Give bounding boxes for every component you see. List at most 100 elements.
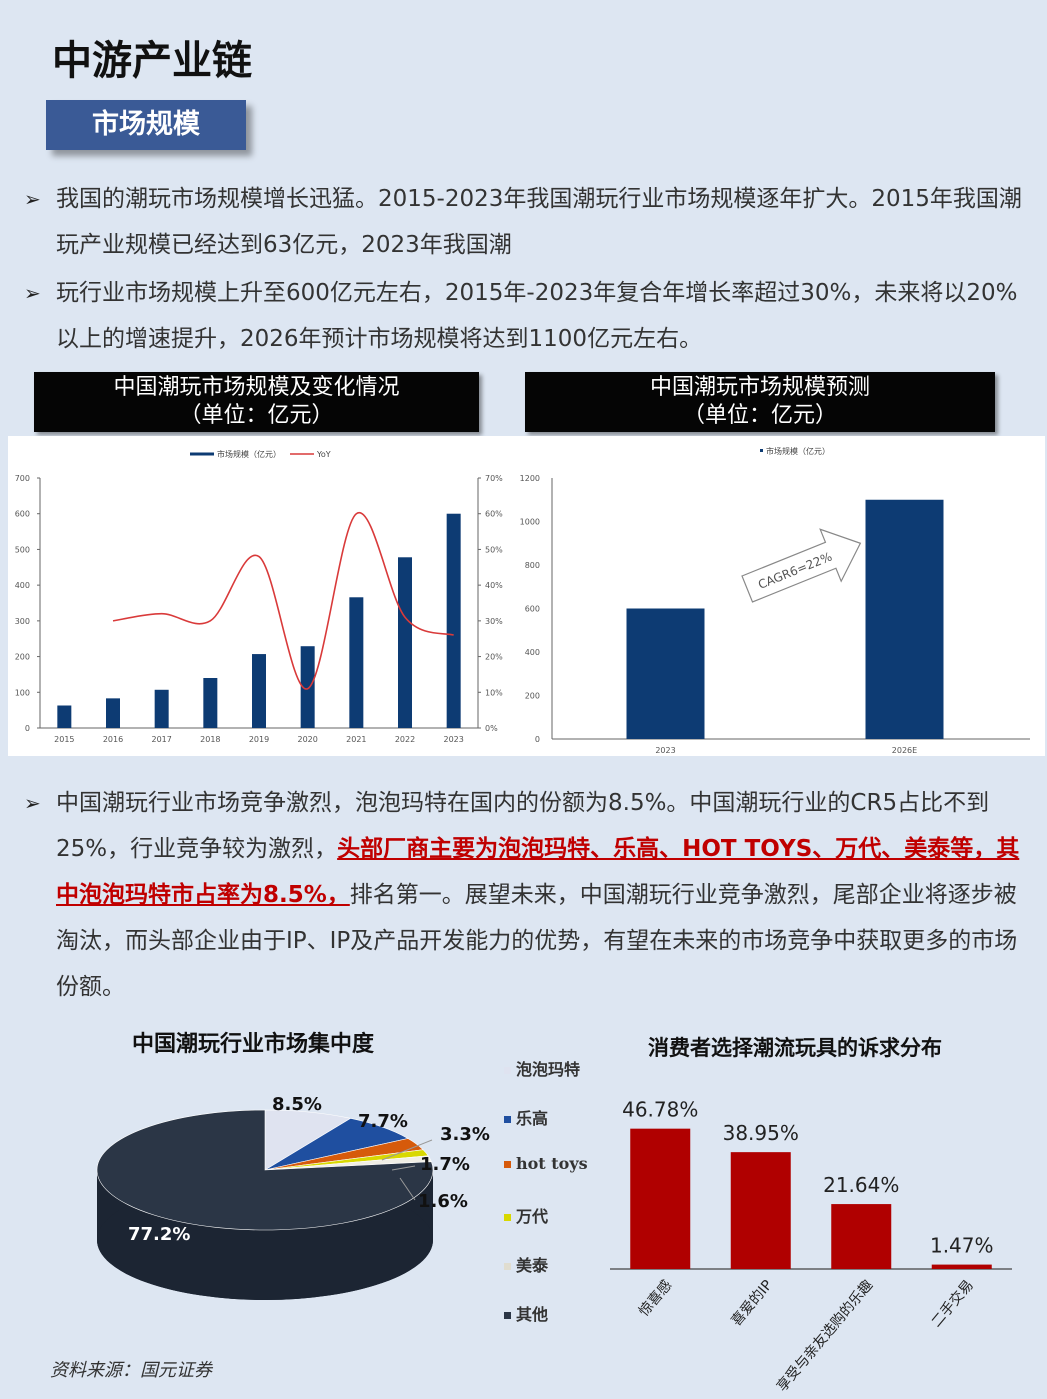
legend-item: 其他: [504, 1301, 614, 1350]
bar-value-label: 38.95%: [723, 1121, 799, 1145]
legend-label: hot toys: [516, 1154, 588, 1173]
legend-swatch: [504, 1312, 511, 1319]
y2-tick-label: 50%: [485, 545, 503, 554]
legend-label: 乐高: [516, 1109, 549, 1128]
legend-item: 泡泡玛特: [504, 1056, 614, 1105]
y-tick-label: 300: [15, 617, 30, 626]
y-tick-label: 400: [525, 648, 540, 657]
legend-item: 万代: [504, 1203, 614, 1252]
source-note: 资料来源：国元证券: [50, 1360, 212, 1381]
y-tick-label: 100: [15, 688, 30, 697]
y-tick-label: 0: [535, 735, 540, 744]
bar-2015: [57, 705, 72, 728]
chart2-header-line1: 中国潮玩市场规模预测: [649, 375, 870, 400]
x-tick-label: 2017: [151, 735, 171, 744]
paragraph-1-text: 我国的潮玩市场规模增长迅猛。2015-2023年我国潮玩行业市场规模逐年扩大。2…: [56, 186, 1022, 258]
legend-swatch: [504, 1263, 511, 1270]
leader-line: [399, 1177, 416, 1201]
legend-label: 美泰: [516, 1256, 549, 1275]
x-tick-label: 2018: [200, 735, 220, 744]
bullet-arrow-icon: ➢: [24, 791, 41, 815]
bar-享受与亲友选购的乐趣: [831, 1204, 892, 1269]
chart1-header-line1: 中国潮玩市场规模及变化情况: [113, 375, 400, 400]
bar-2018: [203, 678, 218, 728]
y-tick-label: 800: [525, 561, 540, 570]
bar-2026E: [865, 499, 944, 739]
y-tick-label: 200: [525, 692, 540, 701]
legend-swatch: [504, 1116, 511, 1123]
x-tick-label: 2020: [297, 735, 317, 744]
legend-item: 乐高: [504, 1105, 614, 1154]
chart2-header-line2: （单位：亿元）: [682, 403, 837, 428]
pie-slice-其他: [96, 1109, 434, 1231]
bullet-arrow-icon: ➢: [24, 187, 41, 211]
y-tick-label: 1000: [520, 518, 540, 527]
x-tick-label: 2026E: [892, 746, 917, 755]
y-tick-label: 500: [15, 545, 30, 554]
paragraph-1: ➢ 我国的潮玩市场规模增长迅猛。2015-2023年我国潮玩行业市场规模逐年扩大…: [24, 176, 1029, 268]
bar-惊喜感: [630, 1128, 691, 1269]
x-tick-label: 2023: [655, 746, 675, 755]
y2-tick-label: 60%: [485, 510, 503, 519]
pie-label-万代: 1.7%: [420, 1154, 470, 1175]
chart1-header: 中国潮玩市场规模及变化情况 （单位：亿元）: [34, 372, 479, 432]
pie-label-美泰: 1.6%: [418, 1191, 468, 1212]
legend-item: hot toys: [504, 1154, 614, 1203]
legend-label-size: 市场规模（亿元）: [217, 449, 281, 459]
legend-label: 市场规模（亿元）: [766, 446, 830, 456]
x-tick-label: 2022: [395, 735, 415, 744]
chart2-header: 中国潮玩市场规模预测 （单位：亿元）: [525, 372, 995, 432]
y-tick-label: 1200: [520, 474, 540, 483]
y-tick-label: 200: [15, 653, 30, 662]
cagr-arrow: CAGR6=22%: [741, 528, 862, 603]
legend-label: 泡泡玛特: [516, 1060, 581, 1079]
y2-tick-label: 30%: [485, 617, 503, 626]
paragraph-2-text: 玩行业市场规模上升至600亿元左右，2015年-2023年复合年增长率超过30%…: [56, 280, 1018, 352]
paragraph-3-after: 排名第一。展望未来，中国潮玩行业竞争激烈，尾部企业将逐步被淘汰，而头部企业由于I…: [56, 882, 1018, 1000]
legend-label: 其他: [516, 1305, 549, 1324]
x-category-label: 惊喜感: [635, 1277, 675, 1320]
x-category-label: 享受与亲友选购的乐趣: [773, 1277, 876, 1395]
bar-value-label: 1.47%: [930, 1234, 994, 1258]
pie-slice-泡泡玛特: [264, 1109, 352, 1171]
bar-2019: [252, 654, 266, 728]
y2-tick-label: 20%: [485, 653, 503, 662]
paragraph-3-highlight: 头部厂商主要为泡泡玛特、乐高、HOT TOYS、万代、美泰等，其中泡泡玛特市占率…: [56, 836, 1020, 908]
bar-2020: [300, 646, 315, 728]
pie-label-乐高: 7.7%: [358, 1111, 408, 1132]
chart2-panel: 市场规模（亿元） 0 200 400 600 800 1000 1200 2023 2026E CA…: [510, 436, 1045, 756]
market-size-chart: 市场规模（亿元） YoY 0 100 200 300 400 500 600 700 0% 10% 20…: [15, 449, 503, 744]
legend-item: 美泰: [504, 1252, 614, 1301]
paragraph-3-before: 中国潮玩行业市场竞争激烈，泡泡玛特在国内的份额为8.5%。中国潮玩行业的CR5占…: [56, 790, 990, 862]
forecast-chart: 市场规模（亿元） 0 200 400 600 800 1000 1200 2023 2026E CA…: [520, 446, 1030, 755]
legend-swatch: [504, 1161, 511, 1168]
y-tick-label: 600: [525, 605, 540, 614]
bar-value-label: 21.64%: [823, 1173, 899, 1197]
y2-tick-label: 40%: [485, 581, 503, 590]
bar-二手交易: [931, 1264, 992, 1269]
y2-tick-label: 70%: [485, 474, 503, 483]
x-tick-label: 2015: [54, 735, 74, 744]
x-tick-label: 2016: [103, 735, 123, 744]
chart1-header-line2: （单位：亿元）: [179, 403, 334, 428]
y-tick-label: 400: [15, 581, 30, 590]
concentration-pie-chart: 8.5% 7.7% 3.3% 1.7% 1.6% 77.2%: [96, 1094, 490, 1300]
leader-line: [391, 1165, 416, 1171]
demand-chart-title: 消费者选择潮流玩具的诉求分布: [648, 1035, 942, 1060]
yoy-line: [112, 512, 454, 690]
pie-label-hot toys: 3.3%: [440, 1124, 490, 1145]
section-tag: 市场规模: [46, 100, 246, 150]
chart1-panel: 市场规模（亿元） YoY 0 100 200 300 400 500 600 700 0% 10% 20…: [8, 436, 510, 756]
bar-2023: [626, 608, 705, 739]
leader-line: [381, 1139, 433, 1161]
x-category-label: 二手交易: [928, 1277, 977, 1331]
x-category-label: 喜爱的IP: [728, 1277, 775, 1329]
bar-2017: [154, 689, 169, 728]
legend-label-yoy: YoY: [316, 450, 331, 459]
pie-label-其他: 77.2%: [128, 1224, 190, 1245]
bar-2023: [446, 513, 461, 728]
bar-2022: [398, 557, 412, 728]
legend-swatch: [504, 1067, 511, 1074]
pie-label-泡泡玛特: 8.5%: [272, 1094, 322, 1115]
legend-swatch: [504, 1214, 511, 1221]
